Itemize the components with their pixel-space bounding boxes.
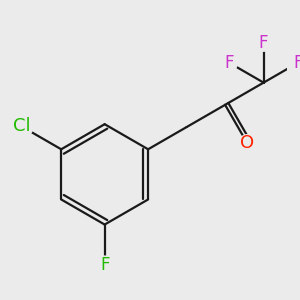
Circle shape: [239, 135, 256, 152]
Text: F: F: [100, 256, 110, 274]
Text: O: O: [240, 134, 254, 152]
Circle shape: [96, 256, 113, 273]
Circle shape: [290, 54, 300, 71]
Circle shape: [220, 54, 238, 71]
Text: F: F: [259, 34, 268, 52]
Circle shape: [10, 115, 33, 138]
Text: Cl: Cl: [13, 117, 30, 135]
Text: F: F: [293, 54, 300, 72]
Text: F: F: [224, 54, 234, 72]
Circle shape: [255, 34, 272, 51]
